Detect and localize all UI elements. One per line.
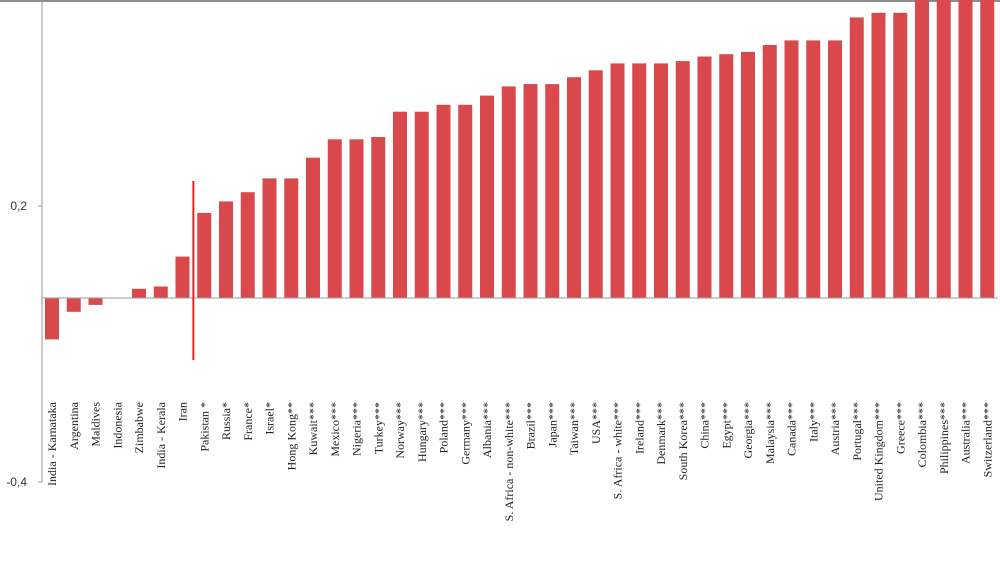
x-category-label: Indonesia: [110, 401, 124, 448]
bar: [284, 178, 299, 298]
x-category-label: Nigeria***: [350, 402, 364, 456]
bar: [567, 77, 581, 298]
x-category-label: Germany***: [458, 402, 472, 465]
x-category-label: Italy***: [806, 402, 820, 442]
bar: [980, 0, 995, 299]
bar: [219, 201, 233, 298]
x-category-label: Pakistan *: [197, 402, 211, 452]
bar: [762, 45, 777, 298]
x-category-label: S. Africa - white***: [611, 402, 625, 499]
x-category-label: Zimbabwe: [132, 402, 146, 453]
x-category-label: Norway***: [393, 402, 407, 459]
bar: [327, 139, 342, 298]
bar: [436, 104, 451, 298]
bar: [654, 63, 668, 299]
x-category-label: Georgia***: [741, 402, 755, 458]
bar: [610, 63, 625, 299]
bar: [958, 0, 973, 299]
bar: [88, 298, 103, 305]
bar: [936, 0, 951, 299]
bar: [871, 12, 886, 299]
x-category-label: South Korea***: [676, 402, 690, 480]
bar: [719, 54, 734, 299]
bar: [175, 256, 190, 298]
x-category-label: Taiwan***: [567, 402, 581, 455]
bar: [349, 139, 364, 298]
x-category-label: China***: [698, 402, 712, 449]
bar: [132, 288, 146, 298]
bar: [262, 178, 277, 298]
x-category-label: USA***: [589, 402, 603, 444]
bar: [501, 86, 516, 299]
x-category-label: India - Kerala: [154, 401, 168, 468]
bar: [741, 51, 755, 299]
x-category-label: Portugal***: [850, 402, 864, 461]
x-category-label: Canada***: [785, 402, 799, 456]
x-category-label: Maldives: [89, 402, 103, 447]
bar: [545, 84, 560, 298]
x-category-label: Greece***: [893, 402, 907, 454]
x-category-label: Malaysia***: [763, 402, 777, 464]
bar: [197, 212, 212, 298]
x-category-label: France*: [241, 402, 255, 441]
bar: [675, 61, 690, 298]
x-category-label: Poland***: [437, 402, 451, 453]
x-category-label: Mexico***: [328, 402, 342, 457]
bar: [784, 40, 799, 299]
bar: [588, 70, 603, 298]
top-border-line: [0, 0, 1000, 2]
x-category-label: Hong Kong**: [284, 402, 298, 470]
y-tick-label: -0,4: [6, 475, 27, 489]
bar: [632, 63, 647, 299]
bar: [828, 40, 842, 299]
x-category-label: Argentina: [67, 401, 81, 449]
y-tick-label: 0,2: [10, 199, 27, 213]
bar: [153, 286, 168, 298]
bar: [480, 95, 494, 298]
bar: [915, 0, 929, 298]
x-category-label: United Kingdom***: [872, 402, 886, 501]
bar: [893, 12, 908, 299]
x-category-label: Iran: [176, 402, 190, 421]
x-category-label: Japan***: [545, 402, 559, 447]
bar: [697, 56, 712, 298]
x-category-label: S. Africa - non-white***: [502, 402, 516, 521]
x-category-label: Turkey***: [371, 402, 385, 454]
x-category-label: Denmark***: [654, 402, 668, 465]
x-category-label: Israel*: [263, 402, 277, 435]
x-category-label: Egypt***: [719, 402, 733, 449]
x-category-label: Brazil***: [524, 402, 538, 449]
bar: [806, 40, 821, 299]
x-category-label: Russia*: [219, 402, 233, 440]
x-category-label: Australia***: [959, 402, 973, 464]
bar: [240, 192, 255, 298]
bar: [66, 298, 81, 312]
bar: [523, 84, 538, 298]
x-category-label: Albania***: [480, 402, 494, 458]
x-category-label: Austria***: [828, 402, 842, 455]
x-category-label: Kuwait***: [306, 402, 320, 455]
bar: [306, 157, 320, 298]
bar: [393, 111, 407, 298]
bar: [849, 17, 864, 299]
bar: [371, 137, 386, 298]
x-category-label: Switzerland***: [980, 402, 994, 477]
x-category-label: Ireland***: [632, 402, 646, 454]
x-category-label: Philippines***: [937, 402, 951, 474]
bar: [458, 104, 473, 298]
x-category-label: Colombia***: [915, 402, 929, 467]
x-category-label: Hungary***: [415, 402, 429, 462]
bar: [414, 111, 429, 298]
x-category-label: India - Karnataka: [45, 401, 59, 486]
bar: [45, 298, 59, 340]
